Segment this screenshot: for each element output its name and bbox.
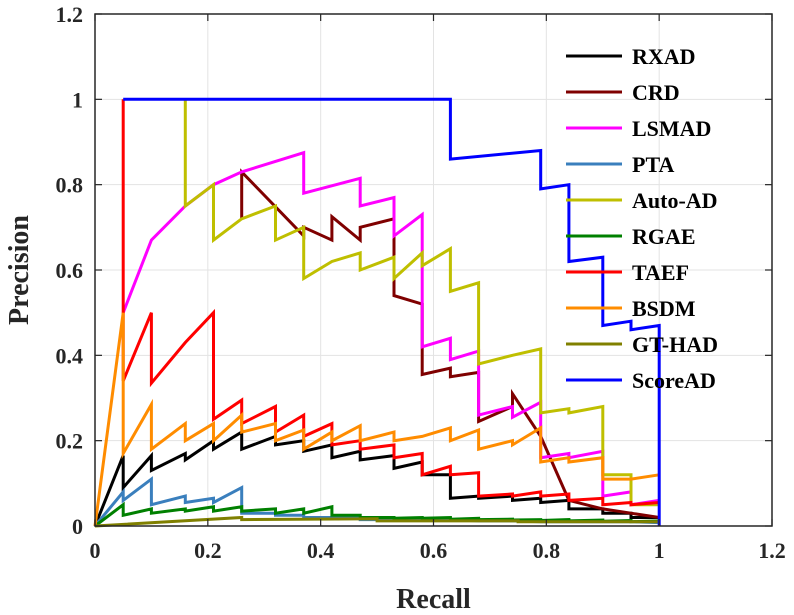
x-tick-label-3: 0.6 [420, 538, 448, 563]
y-tick-label-3: 0.6 [56, 258, 84, 283]
x-axis-title: Recall [396, 584, 471, 615]
axis-ticks [94, 13, 773, 527]
y-tick-label-4: 0.8 [56, 173, 84, 198]
series-line-rxad [93, 429, 660, 527]
legend-label-rxad: RXAD [632, 44, 696, 69]
x-tick-label-1: 0.2 [194, 538, 222, 563]
x-axis-tick-labels: 0 0.2 0.4 0.6 0.8 1 1.2 [90, 538, 786, 563]
series-line-lsmad [121, 150, 660, 507]
series-line-taef [121, 99, 660, 507]
series-line-bsdm [93, 312, 660, 527]
legend-label-auto-ad: Auto-AD [632, 188, 718, 213]
y-axis-title: Precision [4, 215, 35, 325]
x-tick-label-0: 0 [90, 538, 101, 563]
y-axis-tick-labels: 0 0.2 0.4 0.6 0.8 1 1.2 [56, 2, 84, 539]
legend: RXAD CRD LSMAD PTA Auto-AD RGAE TAEF BSDM GT-HAD… [566, 44, 718, 393]
legend-label-rgae: RGAE [632, 224, 696, 249]
y-tick-label-1: 0.2 [56, 429, 84, 454]
legend-label-gt-had: GT-HAD [632, 332, 718, 357]
legend-label-scoread: ScoreAD [632, 368, 716, 393]
x-tick-label-5: 1 [654, 538, 665, 563]
series-line-gt-had [94, 515, 660, 528]
legend-label-taef: TAEF [632, 260, 689, 285]
legend-label-bsdm: BSDM [632, 296, 696, 321]
x-tick-label-6: 1.2 [758, 538, 786, 563]
series-line-scoread [123, 97, 661, 526]
y-tick-label-6: 1.2 [56, 2, 84, 27]
x-tick-label-4: 0.8 [533, 538, 561, 563]
legend-label-crd: CRD [632, 80, 680, 105]
legend-label-pta: PTA [632, 152, 674, 177]
y-tick-label-0: 0 [72, 514, 83, 539]
series-line-auto-ad [183, 99, 660, 507]
y-tick-label-2: 0.4 [56, 343, 84, 368]
legend-label-lsmad: LSMAD [632, 116, 711, 141]
y-tick-label-5: 1 [72, 87, 83, 112]
x-tick-label-2: 0.4 [307, 538, 335, 563]
series-lines [93, 97, 661, 528]
